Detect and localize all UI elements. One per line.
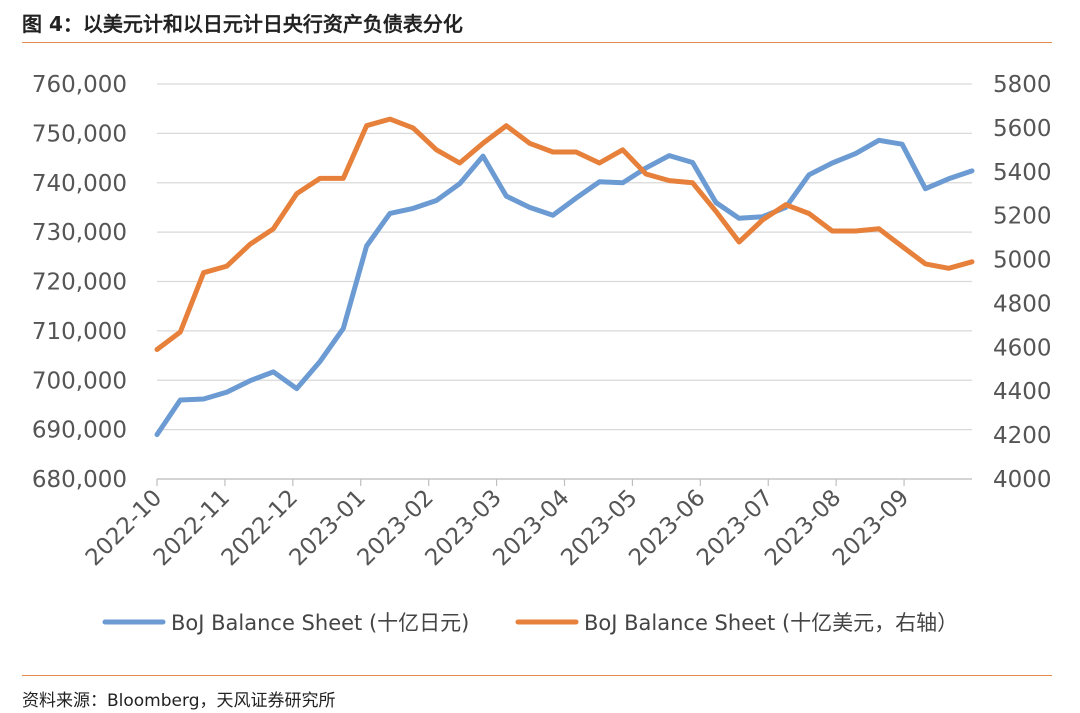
top-divider [22,42,1052,43]
y-axis-right-labels: 4000 4200 4400 4600 4800 5000 5200 5400 5600 5800 [993,72,1052,493]
y-left-tick-label: 730,000 [32,220,127,246]
y-left-tick-label: 720,000 [32,270,127,296]
y-left-tick-label: 690,000 [32,418,127,444]
legend: BoJ Balance Sheet (十亿日元) BoJ Balance Shee… [102,611,958,635]
y-left-tick-label: 710,000 [32,319,127,345]
y-right-tick-label: 4800 [993,291,1052,317]
y-axis-left-labels: 680,000 690,000 700,000 710,000 720,000 730,0… [32,72,127,493]
y-right-tick-label: 4200 [993,423,1052,449]
y-right-tick-label: 4400 [993,379,1052,405]
chart-title: 图 4：以美元计和以日元计日央行资产负债表分化 [22,12,463,36]
y-right-tick-label: 4600 [993,335,1052,361]
y-left-tick-label: 740,000 [32,171,127,197]
bottom-divider [22,675,1052,676]
series-line-jpy [154,137,975,438]
y-left-tick-label: 750,000 [32,121,127,147]
y-left-tick-label: 700,000 [32,368,127,394]
legend-label: BoJ Balance Sheet (十亿美元，右轴） [584,611,958,635]
y-right-tick-label: 5600 [993,116,1052,142]
x-axis-labels: 2022-102022-112022-122023-012023-022023-… [81,478,972,571]
y-right-tick-label: 5800 [993,72,1052,98]
series-line-usd [154,116,975,352]
y-right-tick-label: 5400 [993,160,1052,186]
grid-lines [157,83,972,480]
y-right-tick-label: 5000 [993,248,1052,274]
line-chart: 680,000 690,000 700,000 710,000 720,000 730,0… [32,72,1052,635]
y-left-tick-label: 680,000 [32,467,127,493]
y-right-tick-label: 4000 [993,467,1052,493]
series-lines [154,116,975,438]
legend-label: BoJ Balance Sheet (十亿日元) [171,611,469,635]
y-left-tick-label: 760,000 [32,72,127,98]
y-right-tick-label: 5200 [993,204,1052,230]
source-note: 资料来源：Bloomberg，天风证券研究所 [22,691,336,711]
